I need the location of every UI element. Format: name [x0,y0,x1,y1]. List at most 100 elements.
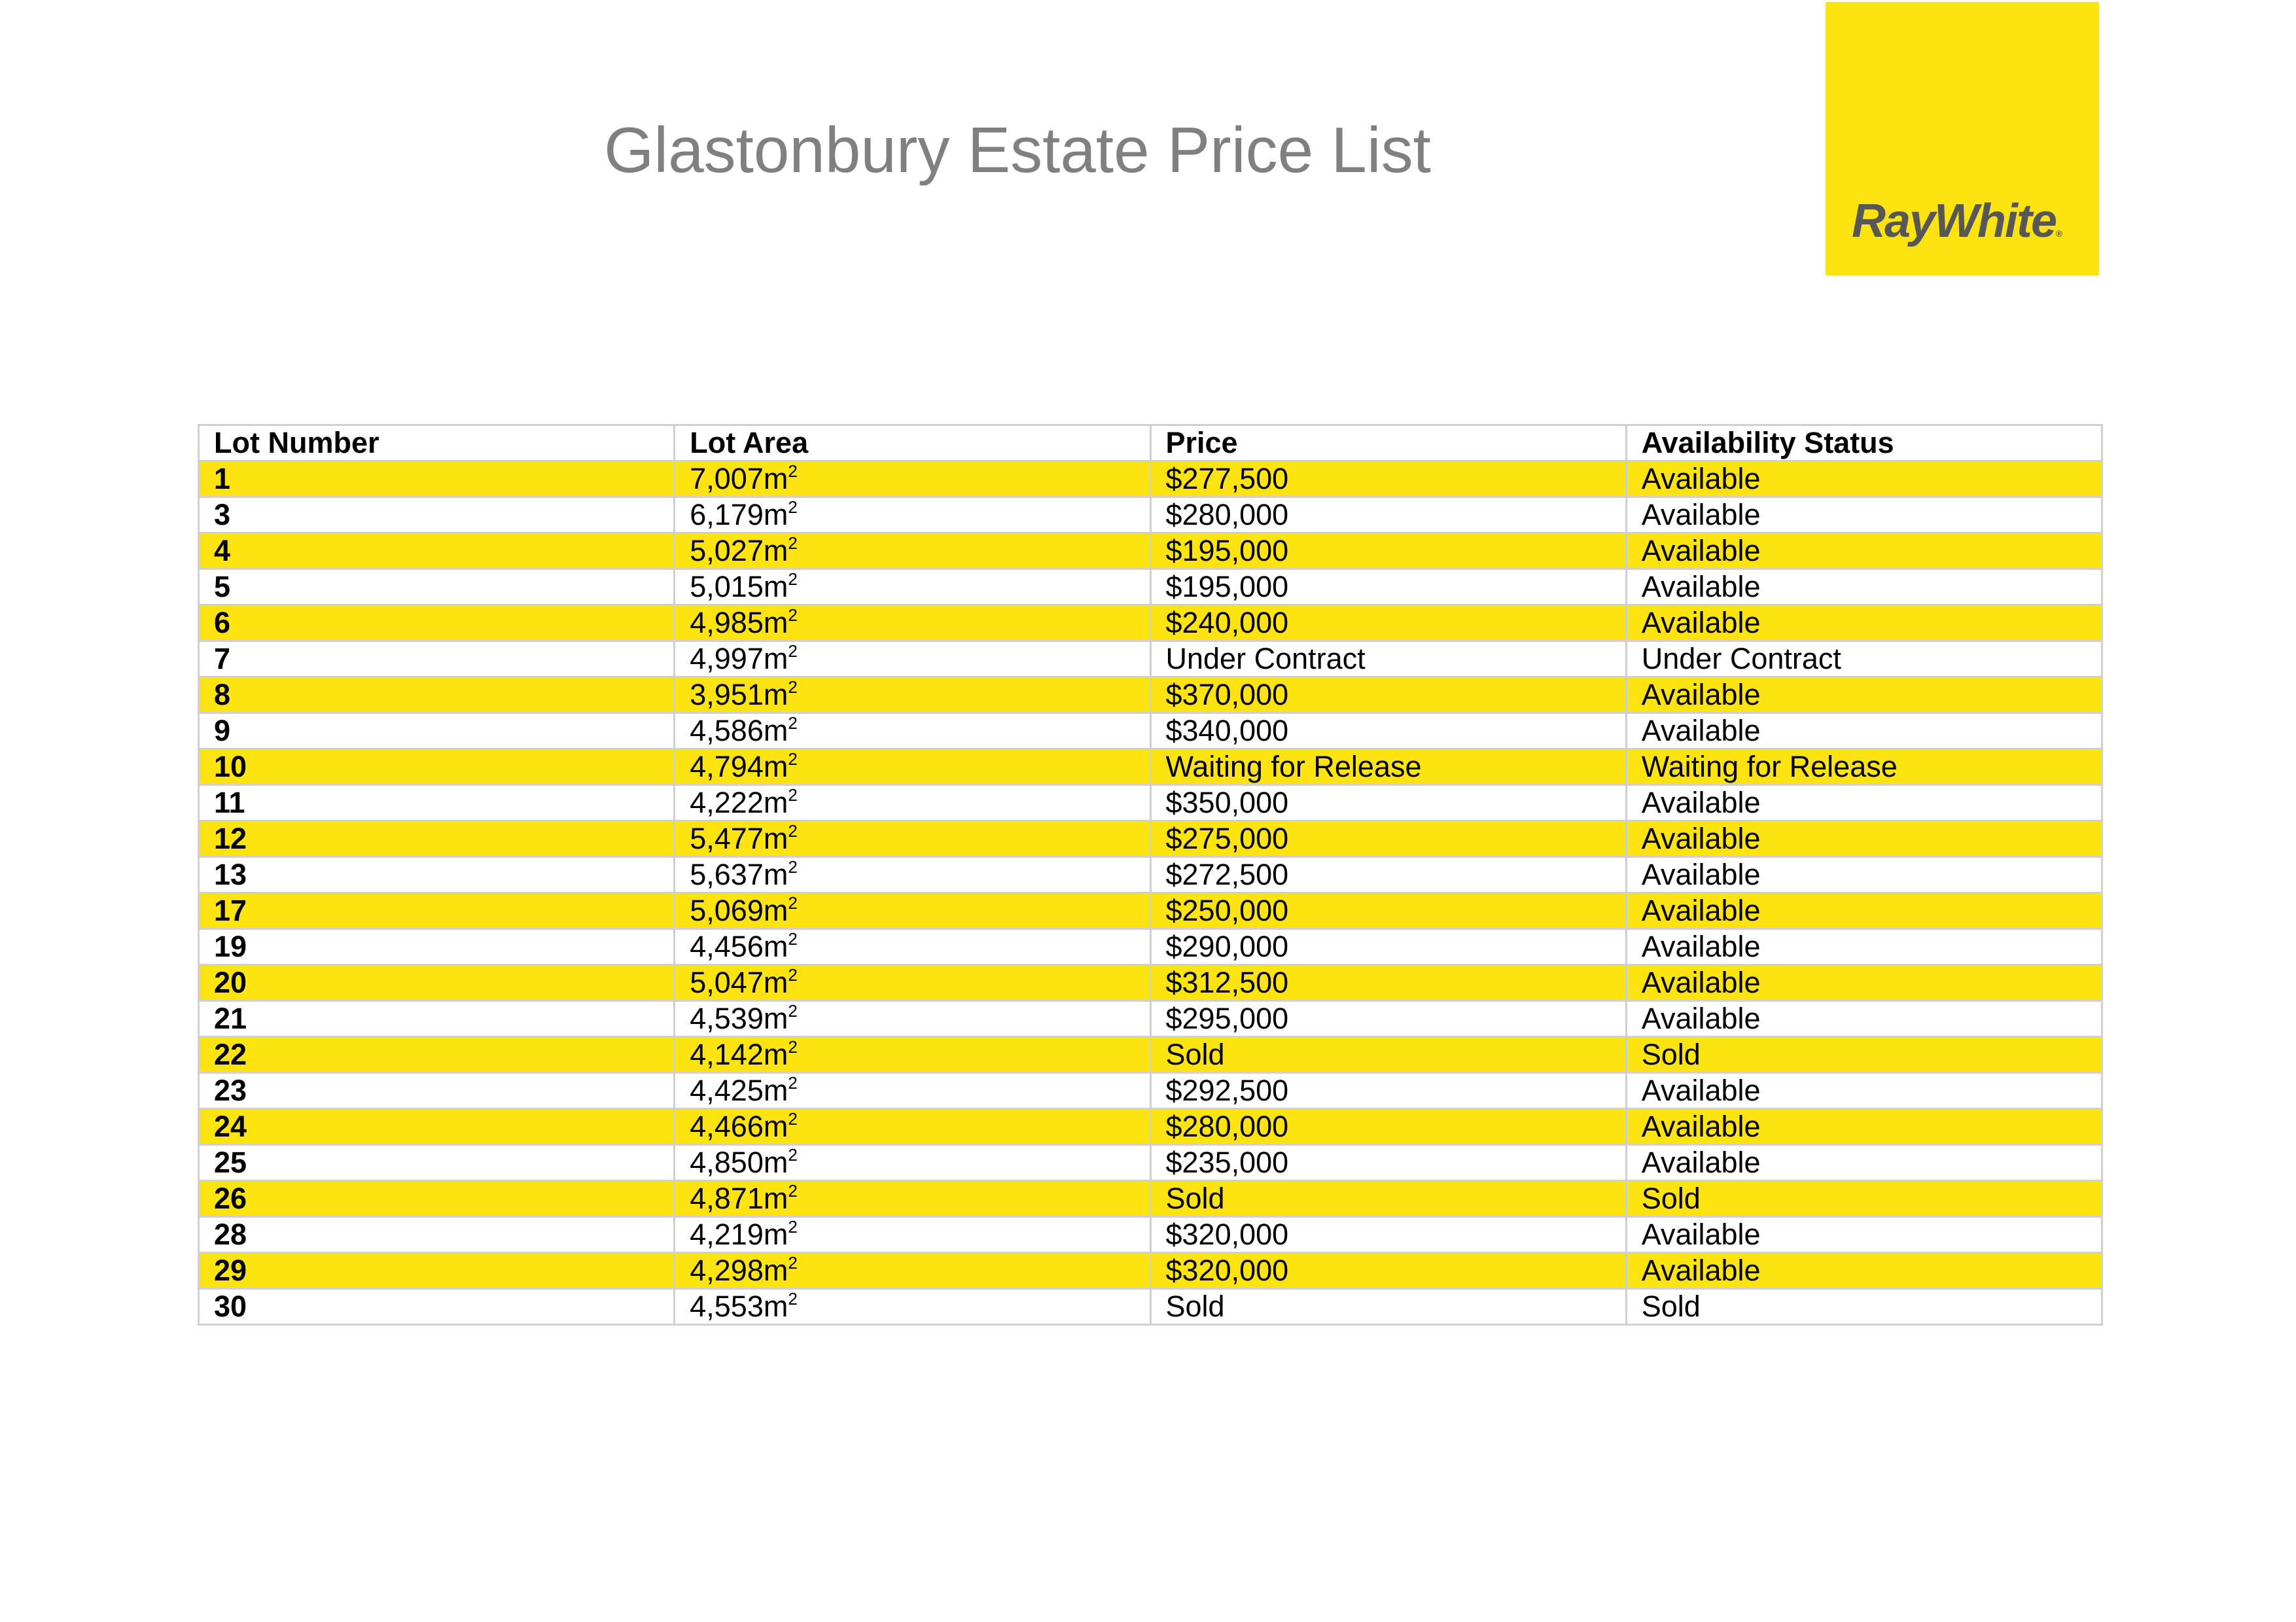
availability-status-cell: Available [1625,712,2104,750]
lot-area-cell: 4,466m2 [673,1108,1152,1146]
price-cell: $195,000 [1149,568,1627,606]
price-cell: $340,000 [1149,712,1627,750]
area-unit-exponent: 2 [788,569,798,589]
price-cell: $277,500 [1149,460,1627,498]
area-value: 4,985 [690,606,764,639]
area-unit: m [763,1110,788,1143]
availability-status-cell: Available [1625,1000,2104,1038]
availability-status-cell: Available [1625,532,2104,570]
price-cell: $290,000 [1149,928,1627,966]
area-value: 6,179 [690,498,764,531]
area-unit: m [763,678,788,711]
availability-status-cell: Sold [1625,1288,2104,1326]
lot-area-cell: 5,477m2 [673,820,1152,858]
table-row: 8 3,951m2 $370,000 Available [197,676,2104,714]
area-value: 4,219 [690,1218,764,1251]
table-row: 20 5,047m2 $312,500 Available [197,964,2104,1002]
table-row: 29 4,298m2 $320,000 Available [197,1252,2104,1290]
area-unit: m [763,570,788,603]
availability-status-cell: Available [1625,964,2104,1002]
area-unit-exponent: 2 [788,1181,798,1201]
area-unit-exponent: 2 [788,461,798,481]
area-unit: m [763,534,788,567]
price-cell: $240,000 [1149,604,1627,642]
area-unit: m [763,1254,788,1287]
lot-number-cell: 25 [197,1144,676,1182]
area-unit: m [763,786,788,819]
price-cell: $272,500 [1149,856,1627,894]
area-value: 4,222 [690,786,764,819]
area-value: 4,997 [690,642,764,675]
ray-white-logo: RayWhite® [1826,2,2099,275]
area-value: 4,586 [690,714,764,747]
area-value: 4,850 [690,1146,764,1179]
lot-area-cell: 4,222m2 [673,784,1152,822]
area-unit: m [763,462,788,495]
area-unit: m [763,966,788,999]
lot-area-cell: 3,951m2 [673,676,1152,714]
availability-status-cell: Available [1625,784,2104,822]
area-unit: m [763,1290,788,1323]
area-unit-exponent: 2 [788,713,798,733]
price-cell: $235,000 [1149,1144,1627,1182]
lot-number-cell: 30 [197,1288,676,1326]
area-unit: m [763,1146,788,1179]
header-lot-area: Lot Area [673,424,1152,462]
lot-area-cell: 7,007m2 [673,460,1152,498]
table-row: 17 5,069m2 $250,000 Available [197,892,2104,930]
area-unit: m [763,714,788,747]
availability-status-cell: Waiting for Release [1625,748,2104,786]
page-title: Glastonbury Estate Price List [604,114,1431,186]
table-row: 22 4,142m2 Sold Sold [197,1036,2104,1074]
lot-number-cell: 19 [197,928,676,966]
price-cell: Sold [1149,1036,1627,1074]
area-unit-exponent: 2 [788,821,798,841]
table-row: 3 6,179m2 $280,000 Available [197,496,2104,534]
table-row: 23 4,425m2 $292,500 Available [197,1072,2104,1110]
area-unit-exponent: 2 [788,857,798,877]
availability-status-cell: Available [1625,1252,2104,1290]
lot-number-cell: 6 [197,604,676,642]
lot-number-cell: 7 [197,640,676,678]
lot-area-cell: 4,456m2 [673,928,1152,966]
availability-status-cell: Available [1625,820,2104,858]
table-row: 11 4,222m2 $350,000 Available [197,784,2104,822]
price-cell: $312,500 [1149,964,1627,1002]
area-unit: m [763,822,788,855]
lot-number-cell: 29 [197,1252,676,1290]
area-value: 5,477 [690,822,764,855]
availability-status-cell: Sold [1625,1180,2104,1218]
lot-number-cell: 17 [197,892,676,930]
area-value: 7,007 [690,462,764,495]
table-row: 12 5,477m2 $275,000 Available [197,820,2104,858]
availability-status-cell: Available [1625,460,2104,498]
table-header-row: Lot Number Lot Area Price Availability S… [197,424,2104,462]
area-unit-exponent: 2 [788,785,798,805]
lot-area-cell: 4,871m2 [673,1180,1152,1218]
lot-number-cell: 28 [197,1216,676,1254]
lot-number-cell: 23 [197,1072,676,1110]
availability-status-cell: Available [1625,1216,2104,1254]
header-lot-number: Lot Number [197,424,676,462]
price-cell: $195,000 [1149,532,1627,570]
table-row: 7 4,997m2 Under Contract Under Contract [197,640,2104,678]
table-row: 19 4,456m2 $290,000 Available [197,928,2104,966]
price-cell: Waiting for Release [1149,748,1627,786]
availability-status-cell: Available [1625,676,2104,714]
area-unit: m [763,858,788,891]
area-unit-exponent: 2 [788,605,798,625]
lot-number-cell: 21 [197,1000,676,1038]
price-cell: Under Contract [1149,640,1627,678]
area-unit-exponent: 2 [788,1253,798,1273]
area-unit: m [763,1038,788,1071]
area-value: 4,466 [690,1110,764,1143]
lot-area-cell: 5,047m2 [673,964,1152,1002]
area-value: 4,456 [690,930,764,963]
table-row: 30 4,553m2 Sold Sold [197,1288,2104,1326]
area-unit-exponent: 2 [788,965,798,985]
table-row: 28 4,219m2 $320,000 Available [197,1216,2104,1254]
availability-status-cell: Under Contract [1625,640,2104,678]
area-unit: m [763,1218,788,1251]
lot-number-cell: 24 [197,1108,676,1146]
area-unit-exponent: 2 [788,1109,798,1129]
